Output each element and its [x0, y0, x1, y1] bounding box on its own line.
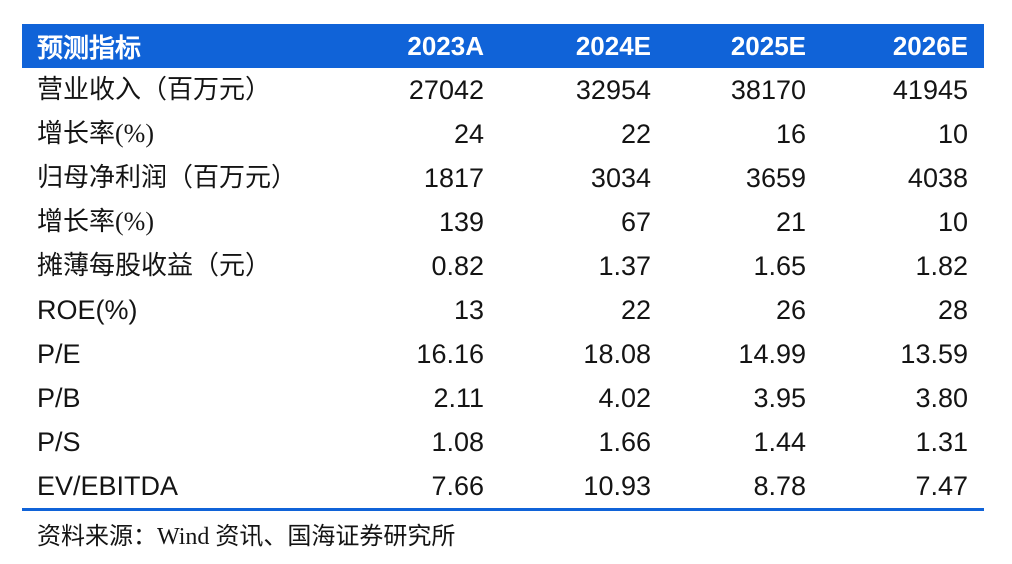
- metric-value: 22: [620, 295, 651, 325]
- row-pe: P/E 16.16 18.08 14.99 13.59: [22, 332, 984, 376]
- row-roe: ROE(%) 13 22 26 28: [22, 288, 984, 332]
- metric-value: 24: [453, 119, 484, 149]
- metric-value: 1.65: [753, 251, 806, 281]
- metric-value: 28: [937, 295, 968, 325]
- metric-value: 13.59: [900, 339, 968, 369]
- metric-value: 4038: [907, 163, 968, 193]
- row-ev-ebitda: EV/EBITDA 7.66 10.93 8.78 7.47: [22, 464, 984, 510]
- header-col-2025e: 2025E: [651, 24, 806, 68]
- metric-label: 归母净利润（百万元）: [37, 163, 298, 192]
- metric-value: 27042: [408, 75, 484, 105]
- metric-value: 13: [453, 295, 484, 325]
- metric-label: ROE(%): [37, 295, 138, 325]
- row-ps: P/S 1.08 1.66 1.44 1.31: [22, 420, 984, 464]
- row-diluted-eps: 摊薄每股收益（元） 0.82 1.37 1.65 1.82: [22, 244, 984, 288]
- metric-label: EV/EBITDA: [37, 471, 179, 501]
- metric-value: 1.44: [753, 427, 806, 457]
- metric-value: 139: [438, 207, 484, 237]
- metric-value: 26: [775, 295, 806, 325]
- metric-value: 8.78: [753, 471, 806, 501]
- metric-value: 14.99: [738, 339, 806, 369]
- metric-value: 7.47: [915, 471, 968, 501]
- metric-value: 10.93: [583, 471, 651, 501]
- metric-label: P/E: [37, 339, 81, 369]
- metric-value: 3.80: [915, 383, 968, 413]
- metric-value: 22: [620, 119, 651, 149]
- metric-value: 2.11: [433, 383, 484, 413]
- row-revenue: 营业收入（百万元） 27042 32954 38170 41945: [22, 68, 984, 112]
- metric-value: 10: [937, 119, 968, 149]
- metric-label: 增长率(%): [37, 119, 154, 148]
- row-net-profit: 归母净利润（百万元） 1817 3034 3659 4038: [22, 156, 984, 200]
- forecast-table: 预测指标 2023A 2024E 2025E 2026E 营业收入（百万元） 2…: [22, 24, 984, 511]
- metric-value: 41945: [892, 75, 968, 105]
- metric-value: 1.37: [598, 251, 651, 281]
- metric-value: 1.66: [598, 427, 651, 457]
- forecast-table-section: 预测指标 2023A 2024E 2025E 2026E 营业收入（百万元） 2…: [22, 24, 984, 554]
- metric-value: 21: [775, 207, 806, 237]
- row-net-profit-growth: 增长率(%) 139 67 21 10: [22, 200, 984, 244]
- table-header-row: 预测指标 2023A 2024E 2025E 2026E: [22, 24, 984, 68]
- metric-value: 1.31: [915, 427, 968, 457]
- header-col-2023a: 2023A: [318, 24, 484, 68]
- metric-value: 3659: [745, 163, 806, 193]
- metric-value: 16: [775, 119, 806, 149]
- metric-value: 3.95: [753, 383, 806, 413]
- metric-label: P/S: [37, 427, 81, 457]
- header-metric-label: 预测指标: [22, 24, 318, 68]
- metric-value: 4.02: [598, 383, 651, 413]
- metric-value: 18.08: [583, 339, 651, 369]
- metric-value: 1.08: [431, 427, 484, 457]
- metric-label: P/B: [37, 383, 81, 413]
- metric-value: 32954: [575, 75, 651, 105]
- metric-value: 38170: [730, 75, 806, 105]
- metric-value: 0.82: [431, 251, 484, 281]
- metric-value: 3034: [590, 163, 651, 193]
- header-col-2024e: 2024E: [484, 24, 651, 68]
- header-col-2026e: 2026E: [806, 24, 984, 68]
- metric-label: 增长率(%): [37, 207, 154, 236]
- metric-label: 摊薄每股收益（元）: [37, 251, 272, 280]
- row-pb: P/B 2.11 4.02 3.95 3.80: [22, 376, 984, 420]
- metric-value: 67: [620, 207, 651, 237]
- metric-value: 10: [937, 207, 968, 237]
- metric-value: 7.66: [431, 471, 484, 501]
- data-source-note: 资料来源：Wind 资讯、国海证券研究所: [37, 524, 456, 550]
- metric-value: 16.16: [416, 339, 484, 369]
- metric-value: 1817: [423, 163, 484, 193]
- metric-value: 1.82: [915, 251, 968, 281]
- metric-label: 营业收入（百万元）: [37, 75, 272, 104]
- row-revenue-growth: 增长率(%) 24 22 16 10: [22, 112, 984, 156]
